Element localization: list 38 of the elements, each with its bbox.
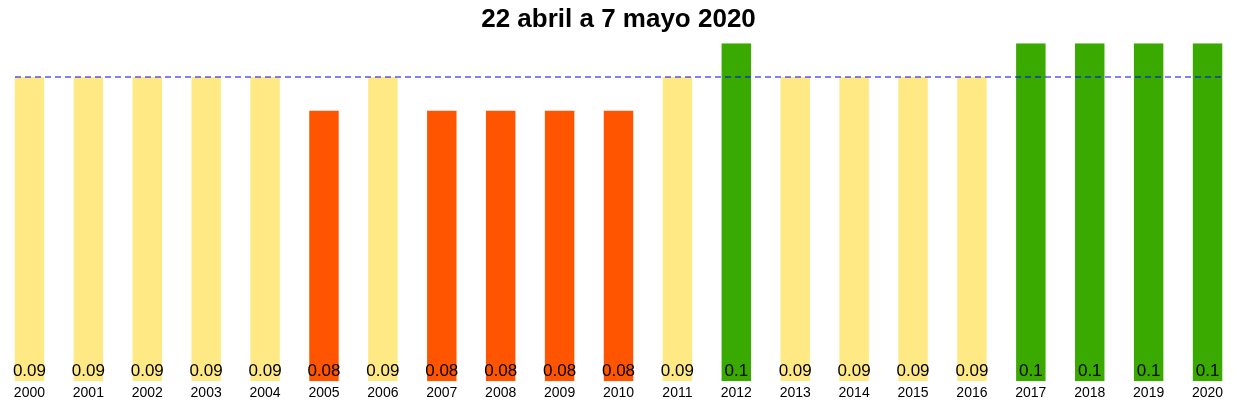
data-label: 0.1	[724, 361, 749, 381]
x-tick-label: 2011	[662, 384, 693, 401]
data-label: 0.09	[778, 361, 812, 381]
chart-title: 22 abril a 7 mayo 2020	[481, 2, 756, 33]
x-tick-label: 2000	[13, 384, 46, 401]
x-tick-label: 2013	[779, 384, 811, 401]
data-label: 0.09	[248, 361, 282, 381]
x-tick-label: 2008	[485, 384, 517, 401]
x-tick-label: 2001	[72, 384, 105, 401]
data-label: 0.09	[71, 361, 105, 381]
x-tick-label: 2009	[544, 384, 576, 401]
x-tick-label: 2006	[367, 384, 399, 401]
x-tick-label: 2007	[426, 384, 458, 401]
data-label: 0.09	[12, 361, 46, 381]
data-label: 0.09	[660, 361, 694, 381]
data-label: 0.09	[837, 361, 871, 381]
data-label: 0.1	[1077, 361, 1102, 381]
data-label: 0.09	[366, 361, 400, 381]
x-tick-label: 2002	[131, 384, 164, 401]
x-tick-label: 2003	[190, 384, 222, 401]
data-label: 0.09	[896, 361, 930, 381]
data-label: 0.1	[1019, 361, 1043, 381]
data-label: 0.09	[130, 361, 164, 381]
data-label: 0.09	[955, 361, 989, 381]
data-label: 0.09	[189, 361, 223, 381]
x-tick-label: 2020	[1191, 384, 1224, 401]
x-tick-label: 2010	[602, 384, 635, 401]
x-tick-label: 2014	[838, 384, 870, 401]
x-tick-label: 2005	[308, 384, 340, 401]
x-tick-label: 2016	[956, 384, 988, 401]
x-tick-label: 2018	[1074, 384, 1106, 401]
data-label: 0.1	[1195, 361, 1220, 381]
x-tick-label: 2012	[720, 384, 753, 401]
data-label: 0.1	[1136, 361, 1161, 381]
x-tick-label: 2019	[1133, 384, 1165, 401]
x-tick-label: 2015	[897, 384, 929, 401]
x-tick-label: 2004	[249, 384, 281, 401]
x-tick-label: 2017	[1015, 384, 1047, 401]
